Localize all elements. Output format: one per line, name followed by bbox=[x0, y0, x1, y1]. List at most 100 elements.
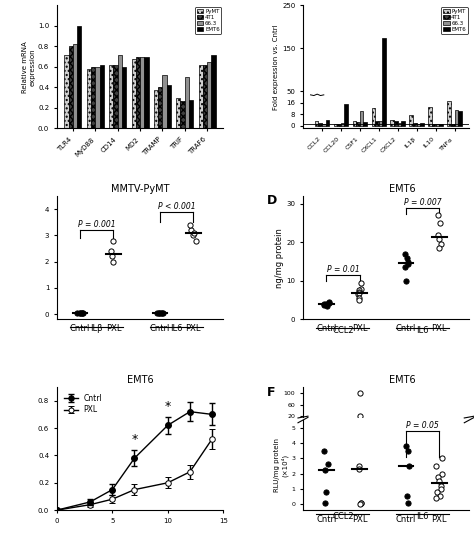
Bar bbox=[420, 124, 424, 126]
Bar bbox=[181, 101, 185, 128]
Bar bbox=[109, 65, 113, 128]
Text: IL6: IL6 bbox=[417, 512, 429, 521]
Text: D: D bbox=[266, 194, 277, 207]
Point bbox=[434, 418, 442, 426]
Point bbox=[357, 499, 365, 507]
Text: P < 0.001: P < 0.001 bbox=[158, 201, 195, 211]
Bar bbox=[203, 65, 207, 128]
Bar bbox=[337, 124, 341, 126]
Point bbox=[438, 418, 446, 426]
Text: *: * bbox=[164, 400, 171, 413]
Point bbox=[80, 308, 87, 317]
Point bbox=[155, 309, 163, 317]
Point bbox=[356, 294, 363, 302]
Bar bbox=[451, 124, 455, 126]
Text: CCL2: CCL2 bbox=[332, 326, 354, 335]
Bar bbox=[211, 55, 216, 128]
Y-axis label: RLU/mg protein
(×10⁴): RLU/mg protein (×10⁴) bbox=[274, 438, 289, 492]
Point bbox=[405, 462, 412, 470]
Point bbox=[438, 418, 446, 426]
Bar bbox=[91, 67, 95, 128]
Bar bbox=[140, 57, 144, 128]
Title: EMT6: EMT6 bbox=[390, 184, 416, 194]
Point bbox=[323, 299, 330, 308]
Point bbox=[326, 297, 333, 306]
Bar bbox=[69, 46, 73, 128]
Point bbox=[435, 234, 443, 243]
Point bbox=[401, 263, 409, 272]
Point bbox=[155, 308, 163, 317]
Point bbox=[401, 418, 409, 426]
Bar bbox=[131, 59, 136, 128]
Point bbox=[107, 247, 114, 256]
Point bbox=[188, 226, 195, 235]
Bar bbox=[87, 69, 91, 128]
Bar bbox=[379, 121, 383, 126]
Point bbox=[355, 296, 363, 304]
Bar bbox=[326, 120, 329, 126]
Y-axis label: Fold expression vs. Cntrl: Fold expression vs. Cntrl bbox=[273, 24, 279, 110]
Point bbox=[438, 469, 446, 478]
Point bbox=[109, 257, 117, 266]
Bar bbox=[113, 65, 118, 128]
Point bbox=[355, 289, 363, 297]
Point bbox=[73, 309, 81, 317]
Bar bbox=[375, 121, 379, 126]
Point bbox=[435, 211, 442, 220]
Bar bbox=[391, 120, 394, 126]
Bar bbox=[372, 108, 375, 126]
Text: *: * bbox=[131, 433, 137, 446]
Point bbox=[356, 389, 364, 397]
Point bbox=[324, 417, 332, 426]
Point bbox=[354, 164, 361, 172]
Bar bbox=[73, 45, 77, 128]
Title: EMT6: EMT6 bbox=[390, 375, 416, 385]
Point bbox=[437, 492, 444, 500]
Bar bbox=[436, 124, 439, 126]
Bar bbox=[398, 124, 401, 126]
Point bbox=[76, 309, 83, 317]
Bar bbox=[136, 57, 140, 128]
Bar bbox=[189, 100, 193, 128]
Point bbox=[436, 417, 444, 426]
Point bbox=[436, 477, 443, 485]
Bar bbox=[401, 121, 405, 126]
Point bbox=[352, 417, 360, 426]
Point bbox=[325, 299, 333, 308]
Point bbox=[404, 257, 412, 266]
Y-axis label: ng/mg protein: ng/mg protein bbox=[274, 228, 283, 288]
Bar bbox=[77, 26, 82, 128]
Text: P = 0.007: P = 0.007 bbox=[404, 198, 441, 207]
Bar bbox=[319, 124, 322, 126]
Bar bbox=[428, 107, 432, 126]
Bar bbox=[176, 98, 181, 128]
Bar bbox=[383, 38, 386, 126]
Point bbox=[108, 252, 116, 261]
Text: F: F bbox=[266, 386, 275, 398]
Bar bbox=[199, 65, 203, 128]
Point bbox=[109, 236, 117, 245]
Bar bbox=[158, 88, 163, 128]
Bar bbox=[417, 124, 420, 126]
Y-axis label: Relative mRNA
expression: Relative mRNA expression bbox=[22, 41, 35, 93]
Point bbox=[404, 498, 412, 507]
Point bbox=[357, 418, 365, 426]
Point bbox=[432, 462, 440, 470]
Text: ILβ: ILβ bbox=[91, 324, 103, 333]
Bar bbox=[118, 55, 122, 128]
Point bbox=[356, 288, 363, 296]
Point bbox=[438, 454, 446, 462]
Title: MMTV-PyMT: MMTV-PyMT bbox=[111, 184, 169, 194]
Text: IL6: IL6 bbox=[417, 326, 429, 335]
Point bbox=[403, 253, 410, 262]
Point bbox=[433, 418, 441, 426]
Point bbox=[437, 240, 445, 249]
Bar bbox=[185, 77, 189, 128]
Point bbox=[356, 465, 363, 473]
Point bbox=[433, 494, 440, 502]
Point bbox=[157, 309, 165, 317]
Point bbox=[78, 308, 85, 317]
Bar bbox=[64, 55, 69, 128]
Bar bbox=[322, 124, 326, 126]
Point bbox=[356, 418, 364, 427]
